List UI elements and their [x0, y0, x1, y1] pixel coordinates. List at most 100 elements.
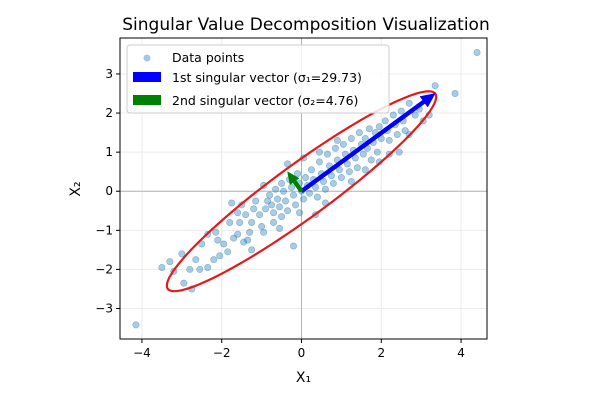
data-point	[431, 82, 439, 90]
data-point	[329, 179, 337, 187]
data-point	[361, 134, 369, 142]
data-point	[375, 123, 383, 131]
legend-marker-data-points	[143, 54, 151, 62]
data-point	[359, 150, 367, 158]
data-point	[353, 164, 361, 172]
x-tick-label: 0	[298, 346, 306, 360]
data-point	[166, 258, 174, 266]
data-point	[186, 265, 194, 273]
data-point	[405, 99, 413, 107]
data-point	[411, 111, 419, 119]
data-point	[282, 197, 290, 205]
data-point	[234, 230, 242, 238]
data-point	[228, 199, 236, 207]
data-point	[230, 234, 238, 242]
data-point	[301, 174, 309, 182]
data-point	[401, 127, 409, 135]
data-point	[198, 240, 206, 248]
ellipse-outline	[165, 90, 438, 293]
data-point	[278, 179, 286, 187]
data-point	[244, 236, 252, 244]
data-point	[347, 177, 355, 185]
data-point	[216, 252, 224, 260]
data-point	[385, 136, 393, 144]
data-point	[212, 228, 220, 236]
data-point	[473, 48, 481, 56]
data-point	[256, 211, 264, 219]
data-point	[180, 279, 188, 287]
data-point	[361, 166, 369, 174]
data-point	[274, 195, 282, 203]
data-point	[299, 195, 307, 203]
axis-ticks: −4 −2 0 2 4 −3 −2 −1 0 1 2 3	[95, 67, 465, 360]
legend-patch-first-vector	[133, 72, 161, 82]
data-point	[381, 117, 389, 125]
data-point	[246, 228, 254, 236]
data-point	[234, 209, 242, 217]
data-point	[204, 263, 212, 271]
legend-box	[126, 44, 390, 114]
data-point	[266, 191, 274, 199]
data-point	[296, 209, 304, 217]
data-point	[292, 201, 300, 209]
data-point	[451, 90, 459, 98]
data-point	[321, 185, 329, 193]
data-point	[305, 189, 313, 197]
data-point	[260, 228, 268, 236]
data-point	[319, 177, 327, 185]
data-point	[276, 203, 284, 211]
data-point	[323, 150, 331, 158]
data-point	[288, 183, 296, 191]
data-point	[236, 219, 244, 227]
chart-title: Singular Value Decomposition Visualizati…	[122, 15, 489, 35]
first-singular-vector-arrow	[299, 93, 436, 194]
x-tick-label: 2	[377, 346, 385, 360]
data-point	[268, 201, 276, 209]
second-singular-vector-arrow	[287, 171, 304, 193]
data-point	[395, 148, 403, 156]
data-point	[307, 166, 315, 174]
data-point	[248, 246, 256, 254]
data-point	[224, 248, 232, 256]
x-tick-label: −2	[213, 346, 231, 360]
legend: Data points 1st singular vector (σ₁=29.7…	[126, 44, 390, 114]
data-point	[158, 263, 166, 271]
data-point	[240, 238, 248, 246]
data-point	[335, 166, 343, 174]
y-tick-label: −2	[95, 262, 113, 276]
data-point	[331, 144, 339, 152]
data-point	[258, 222, 266, 230]
legend-label-data-points: Data points	[172, 50, 244, 65]
x-axis-label: X₁	[296, 370, 311, 386]
data-point	[250, 205, 258, 213]
data-point	[339, 140, 347, 148]
data-point	[248, 219, 256, 227]
y-tick-label: 2	[105, 106, 113, 120]
data-point	[397, 107, 405, 115]
data-point	[315, 158, 323, 166]
data-point	[373, 148, 381, 156]
data-point	[343, 160, 351, 168]
legend-patch-second-vector	[133, 95, 161, 105]
data-point	[290, 191, 298, 199]
data-point	[294, 170, 302, 178]
legend-label-second-vector: 2nd singular vector (σ₂=4.76)	[172, 93, 358, 108]
data-point	[315, 148, 323, 156]
data-point	[220, 240, 228, 248]
data-point	[278, 213, 286, 221]
data-point	[313, 193, 321, 201]
data-point	[276, 224, 284, 232]
data-point	[367, 156, 375, 164]
plot-frame	[119, 37, 488, 340]
data-point	[192, 256, 200, 264]
data-point	[347, 134, 355, 142]
data-point	[252, 197, 260, 205]
data-point	[389, 111, 397, 119]
x-tick-label: 4	[457, 346, 465, 360]
data-point	[132, 321, 140, 329]
y-tick-label: 1	[105, 145, 113, 159]
legend-label-first-vector: 1st singular vector (σ₁=29.73)	[172, 70, 362, 85]
data-point	[264, 197, 272, 205]
data-point	[270, 219, 278, 227]
